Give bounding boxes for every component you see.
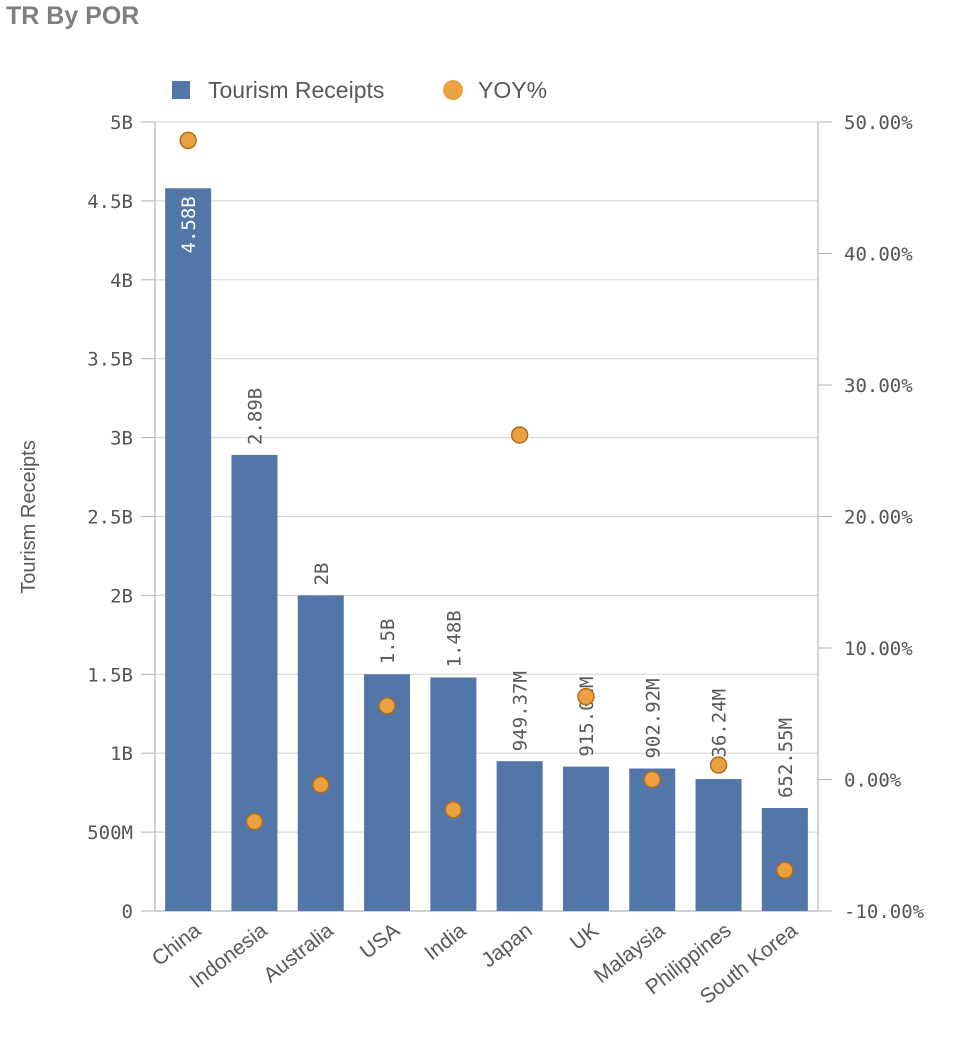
legend: Tourism Receipts YOY% [172, 77, 547, 103]
y-tick-label: 2B [110, 585, 133, 607]
y2-tick-label: 30.00% [844, 375, 913, 397]
yoy-point[interactable] [776, 861, 794, 879]
x-tick-label: India [420, 919, 470, 965]
bar-data-label: 652.55M [775, 718, 797, 798]
y-tick-label: 4B [110, 270, 133, 292]
x-tick-label: China [148, 919, 206, 971]
legend-label-yoy: YOY% [478, 77, 547, 103]
bar[interactable] [629, 768, 676, 911]
bar-data-label: 1.48B [443, 610, 465, 667]
bar[interactable] [761, 808, 808, 911]
bar[interactable] [430, 677, 477, 911]
y2-tick-label: 20.00% [844, 507, 913, 529]
legend-swatch-tourism-receipts [172, 81, 190, 99]
yoy-point[interactable] [179, 131, 197, 150]
bar-data-label: 949.37M [510, 671, 532, 751]
legend-swatch-yoy [443, 80, 463, 100]
yoy-series [179, 131, 794, 879]
y-tick-label: 500M [87, 822, 133, 844]
y-axis-title: Tourism Receipts [18, 440, 40, 593]
y-tick-label: 3B [110, 428, 133, 450]
x-tick-label: UK [566, 919, 603, 955]
bar[interactable] [562, 766, 609, 911]
bar[interactable] [496, 761, 543, 911]
yoy-point[interactable] [510, 426, 529, 444]
bar-data-label: 2.89B [244, 388, 266, 445]
y-tick-label: 0 [122, 901, 133, 923]
y-tick-label: 1.5B [87, 664, 133, 686]
legend-label-tourism-receipts: Tourism Receipts [208, 77, 384, 103]
bar-data-label: 902.92M [642, 678, 664, 758]
yoy-point[interactable] [643, 770, 661, 789]
bar-series [165, 188, 808, 911]
yoy-point[interactable] [444, 800, 463, 819]
chart-title: TR By POR [6, 2, 140, 30]
yoy-point[interactable] [709, 756, 728, 774]
yoy-point[interactable] [245, 812, 264, 831]
yoy-point[interactable] [312, 776, 330, 794]
y-tick-label: 2.5B [87, 507, 133, 529]
y-tick-label: 1B [110, 743, 133, 765]
y2-tick-label: 50.00% [844, 112, 913, 134]
yoy-point[interactable] [577, 687, 595, 706]
x-tick-label: Japan [477, 919, 536, 972]
bar[interactable] [297, 595, 344, 911]
y2-tick-label: 40.00% [844, 244, 913, 266]
y2-tick-label: 10.00% [844, 638, 913, 660]
bar-data-label: 2B [311, 563, 333, 586]
axes: 0 500M 1B 1.5B 2B 2.5B 3B 3.5B 4B 4.5B 5B -10.00% 0.… [87, 112, 924, 923]
bar[interactable] [231, 454, 278, 911]
bar-data-label: 1.5B [377, 619, 399, 665]
x-tick-label: Australia [259, 919, 338, 988]
x-tick-label: USA [356, 919, 404, 964]
bar-data-label: 836.24M [709, 689, 731, 769]
yoy-point[interactable] [378, 697, 396, 715]
bar[interactable] [695, 779, 742, 911]
y2-tick-label: -10.00% [844, 901, 925, 923]
y-tick-label: 4.5B [87, 191, 133, 213]
bar-data-label: 4.58B [178, 196, 200, 253]
y2-tick-label: 0.00% [844, 770, 902, 792]
bar[interactable] [165, 188, 212, 911]
y-tick-label: 5B [110, 112, 133, 134]
y-tick-label: 3.5B [87, 349, 133, 371]
